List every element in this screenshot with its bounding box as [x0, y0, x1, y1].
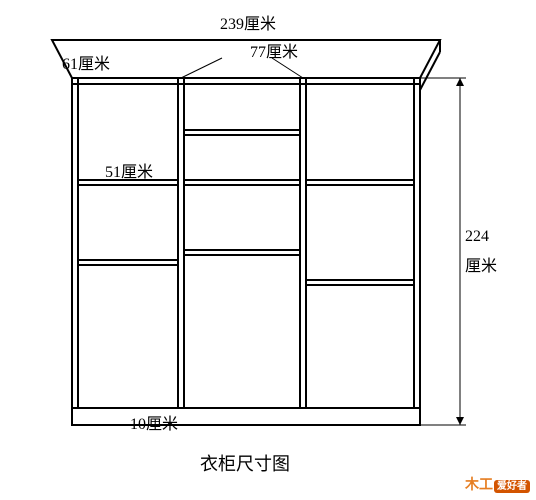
logo-text: 木工 — [465, 476, 493, 492]
label-plinth: 10厘米 — [130, 410, 178, 434]
label-top-width: 239厘米 — [220, 10, 276, 34]
label-height-num: 224 — [465, 228, 489, 246]
diagram-title: 衣柜尺寸图 — [200, 450, 290, 476]
logo-badge: 爱好者 — [494, 480, 530, 493]
label-height-unit: 厘米 — [465, 252, 497, 276]
label-inner-width: 77厘米 — [250, 38, 298, 62]
watermark-logo: 木工爱好者 — [465, 474, 530, 494]
label-depth: 61厘米 — [62, 50, 110, 74]
label-shelf-depth: 51厘米 — [105, 158, 153, 182]
